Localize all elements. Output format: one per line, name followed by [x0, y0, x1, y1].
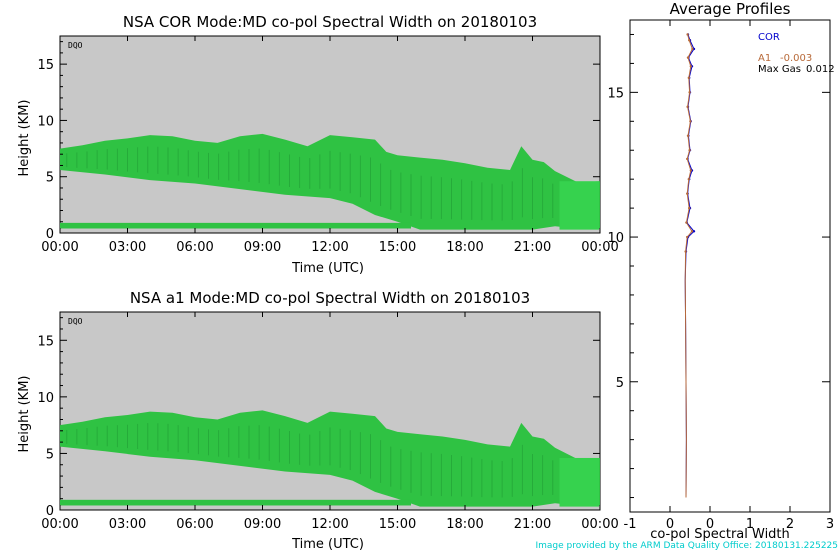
profile-panel: Average Profiles -1 0 0 1 2 3 5 10 15 COR A1 -0… [607, 0, 834, 542]
panel-a1-y-axis-label: Height (KM) [17, 376, 32, 453]
profile-series [684, 33, 696, 498]
panel-a1-y-tick-label: 0 [46, 504, 54, 519]
panel-a1-surface-band [60, 499, 411, 506]
panel-a1-surface-echo [60, 457, 599, 507]
panel-cor-y-tick-label: 15 [37, 58, 54, 73]
profile-point-a1 [686, 105, 689, 109]
panel-a1-y-tick-label: 5 [46, 447, 54, 462]
panel-cor-late-echo-block [559, 181, 599, 230]
panel-cor-x-tick-label: 06:00 [176, 240, 213, 255]
legend-a1: A1 [758, 53, 771, 64]
profile-point-a1 [685, 221, 688, 224]
profile-point-a1 [686, 134, 690, 137]
panel-cor-surface-band [60, 222, 411, 229]
profile-point-a1 [686, 192, 689, 195]
panel-cor-x-tick-label: 15:00 [379, 240, 416, 255]
profile-x-ticks: -1 0 0 1 2 3 [624, 20, 834, 532]
profile-x-tick-label: 1 [746, 517, 754, 532]
profile-point-a1 [689, 65, 692, 68]
panel-a1-x-tick-label: 00:00 [41, 517, 78, 532]
profile-legend: COR A1 -0.003 Max Gas 0.012 [758, 32, 835, 75]
profile-point-a1 [687, 177, 690, 181]
profile-point-a1 [687, 76, 690, 80]
panel-cor-y-ticks: 0 5 10 15 [37, 41, 600, 242]
panel-cor-x-ticks: 00:00 03:00 06:00 09:00 12:00 15:00 18:00 21:00… [41, 36, 619, 255]
profile-y-ticks: 5 10 15 [607, 33, 830, 499]
panel-a1-x-axis-label: Time (UTC) [291, 537, 364, 550]
panel-cor-x-tick-label: 00:00 [41, 240, 78, 255]
panel-cor-y-tick-label: 10 [37, 114, 54, 129]
profile-point-a1 [686, 33, 689, 36]
profile-title: Average Profiles [670, 0, 791, 18]
panel-cor-x-tick-label: 09:00 [244, 240, 281, 255]
legend-max-gas-value: 0.012 [806, 64, 835, 75]
profile-x-tick-label: 2 [786, 517, 794, 532]
panel-cor-x-tick-label: 12:00 [311, 240, 348, 255]
panel-cor: NSA COR Mode:MD co-pol Spectral Width on… [17, 13, 619, 276]
legend-a1-value: -0.003 [780, 53, 812, 64]
profile-point-a1 [686, 235, 689, 239]
panel-a1-title: NSA a1 Mode:MD co-pol Spectral Width on … [130, 289, 530, 307]
profile-y-tick-label: 5 [616, 376, 624, 391]
profile-point-a1 [689, 120, 692, 123]
panel-cor-x-tick-label: 21:00 [514, 240, 551, 255]
panel-a1-x-tick-label: 15:00 [379, 517, 416, 532]
profile-x-axis-label: co-pol Spectral Width [650, 527, 790, 542]
panel-cor-title: NSA COR Mode:MD co-pol Spectral Width on… [123, 13, 537, 31]
legend-cor: COR [758, 32, 780, 43]
profile-x-tick-label: 3 [826, 517, 834, 532]
legend-max-gas: Max Gas [758, 64, 801, 75]
panel-a1-y-ticks: 0 5 10 15 [37, 317, 600, 519]
profile-point-a1 [690, 230, 694, 233]
profile-point-a1 [688, 206, 691, 210]
profile-x-tick-label: 0 [706, 517, 714, 532]
panel-a1-x-tick-label: 09:00 [244, 517, 281, 532]
panel-cor-echo-region [60, 133, 600, 230]
profile-point-a1 [688, 149, 691, 152]
profile-point-a1 [689, 169, 692, 172]
footer-credit: Image provided by the ARM Data Quality O… [535, 541, 838, 550]
panel-a1-x-tick-label: 21:00 [514, 517, 551, 532]
panel-a1: NSA a1 Mode:MD co-pol Spectral Width on … [17, 289, 619, 550]
profile-point-cor [692, 230, 696, 233]
panel-cor-surface-echo [60, 181, 599, 230]
panel-cor-dqo-label: DQO [68, 41, 83, 50]
panel-cor-x-axis-label: Time (UTC) [291, 261, 364, 276]
panel-a1-y-tick-label: 10 [37, 391, 54, 406]
profile-y-tick-label: 15 [607, 86, 624, 101]
profile-point-a1 [691, 47, 694, 51]
panel-cor-x-tick-label: 18:00 [446, 240, 483, 255]
panel-a1-x-tick-label: 18:00 [446, 517, 483, 532]
panel-cor-x-tick-label: 03:00 [109, 240, 146, 255]
panel-a1-dqo-label: DQO [68, 317, 83, 326]
profile-x-tick-label: 0 [666, 517, 674, 532]
panel-a1-x-tick-label: 06:00 [176, 517, 213, 532]
panel-a1-x-tick-label: 12:00 [311, 517, 348, 532]
profile-point-a1 [686, 56, 690, 59]
panel-cor-x-tick-label: 00:00 [581, 240, 618, 255]
profile-point-a1 [688, 91, 691, 94]
profile-plot-area [629, 19, 831, 513]
panel-a1-x-tick-label: 00:00 [581, 517, 618, 532]
panel-a1-x-ticks: 00:00 03:00 06:00 09:00 12:00 15:00 18:00 21:00… [41, 312, 619, 532]
profile-point-a1 [684, 250, 687, 253]
profile-x-tick-label: -1 [624, 517, 637, 532]
panel-cor-y-tick-label: 0 [46, 227, 54, 242]
profile-point-a1 [686, 157, 689, 161]
panel-a1-late-echo-block [559, 457, 599, 507]
profile-y-tick-label: 10 [607, 231, 624, 246]
panel-a1-y-tick-label: 15 [37, 334, 54, 349]
panel-cor-y-axis-label: Height (KM) [17, 100, 32, 177]
profile-point-a1 [688, 39, 691, 42]
panel-a1-x-tick-label: 03:00 [109, 517, 146, 532]
panel-cor-y-tick-label: 5 [46, 171, 54, 186]
